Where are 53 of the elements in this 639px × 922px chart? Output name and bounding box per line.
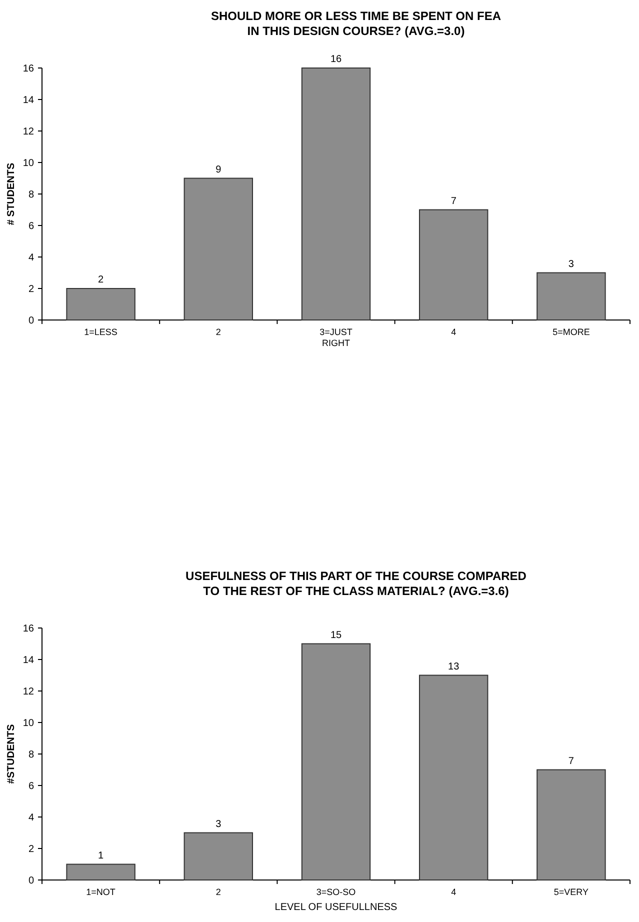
y-tick-label: 10 [22,718,34,729]
data-label: 3 [568,258,574,270]
y-tick-label: 4 [28,812,34,824]
y-axis-title: #STUDENTS [6,724,17,784]
bar [66,864,136,880]
data-label: 15 [330,630,342,641]
y-tick-label: 2 [28,844,34,855]
data-label: 7 [450,196,457,207]
data-label: 9 [216,164,222,176]
x-tick-label: 2 [216,887,221,897]
x-axis-title: LEVEL OF USEFULLNESS [274,902,398,913]
y-tick-label: 6 [28,221,34,232]
x-tick-label: 5=MORE [552,327,590,337]
data-label: 3 [216,818,222,830]
y-tick-label: 12 [22,686,34,698]
bar [418,674,488,880]
bar [536,272,606,320]
bar [66,288,136,320]
bar [301,643,371,880]
y-tick-label: 8 [28,190,34,200]
bar [301,68,371,320]
y-tick-label: 16 [22,624,34,634]
y-tick-label: 0 [28,316,34,326]
bar [418,209,488,320]
y-tick-label: 0 [28,876,34,886]
chart-title: SHOULD MORE OR LESS TIME BE SPENT ON FEA IN THIS DESIGN COURSE? (AVG.=3.0) [210,9,502,38]
data-label: 13 [448,661,460,672]
x-tick-label: 2 [216,327,221,337]
y-axis-title: # STUDENTS [6,162,17,226]
y-tick-label: 16 [22,64,34,74]
data-label: 16 [330,54,342,65]
y-tick-label: 14 [22,95,34,106]
y-tick-label: 12 [22,126,34,138]
y-tick-label: 4 [28,252,34,264]
bar [184,178,254,320]
x-tick-label: 3=JUST RIGHT [320,327,353,348]
y-tick-label: 14 [22,655,34,666]
x-tick-label: 5=VERY [554,887,589,897]
bar [536,769,606,880]
bar [184,832,254,880]
y-tick-label: 6 [28,781,34,792]
x-tick-label: 1=NOT [86,887,116,897]
x-tick-label: 1=LESS [84,327,118,337]
data-label: 1 [98,850,104,862]
y-tick-label: 2 [28,284,34,295]
y-tick-label: 10 [22,158,34,169]
y-tick-label: 8 [28,750,34,760]
data-label: 7 [568,756,574,767]
x-tick-label: 3=SO-SO [316,887,356,897]
x-tick-label: 4 [451,327,456,337]
chart-title: USEFULNESS OF THIS PART OF THE COURSE COMPARED TO THE REST OF THE CLASS MATERIAL? (AVG.=3.6) [186,569,527,598]
data-label: 2 [98,274,104,286]
x-tick-label: 4 [451,887,456,897]
